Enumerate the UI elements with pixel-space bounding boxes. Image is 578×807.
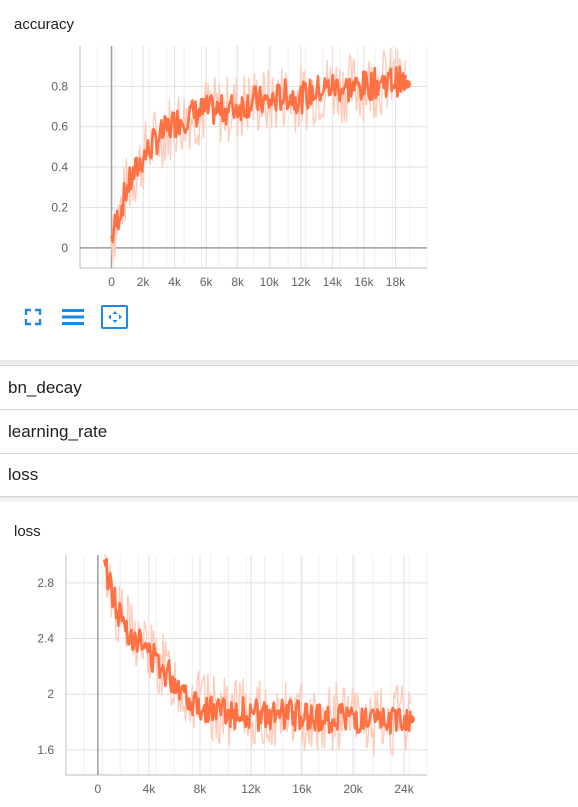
x-tick-label: 0 [108, 275, 115, 289]
x-tick-label: 18k [386, 275, 406, 289]
x-tick-label: 8k [231, 275, 245, 289]
y-tick-label: 0.8 [51, 79, 68, 93]
x-tick-label: 8k [194, 782, 208, 796]
x-tick-label: 20k [343, 782, 363, 796]
x-tick-label: 16k [354, 275, 374, 289]
loss-chart: 0 4k 8k 12k 16k 20k 24k 1.6 2 2.4 2.8 [37, 554, 428, 796]
y-tick-label: 0.4 [51, 160, 68, 174]
x-tick-label: 0 [95, 782, 102, 796]
section-learning-rate[interactable]: learning_rate [0, 409, 578, 453]
data-lines-icon [62, 309, 84, 325]
x-tick-label: 12k [291, 275, 311, 289]
x-tick-label: 14k [323, 275, 343, 289]
series-smoothed-line [103, 557, 412, 735]
y-tick-label: 0.6 [51, 120, 68, 134]
y-tick-label: 0.2 [51, 200, 68, 214]
plot-area: 0 4k 8k 12k 16k 20k 24k 1.6 2 2.4 2.8 [37, 554, 428, 796]
loss-chart-title: loss [14, 523, 41, 540]
series-smoothed-line [110, 65, 408, 244]
x-tick-label: 6k [200, 275, 214, 289]
x-tick-label: 10k [260, 275, 280, 289]
fullscreen-button[interactable] [20, 305, 46, 329]
fit-domain-icon [107, 311, 122, 323]
y-tick-label: 2.4 [37, 632, 54, 646]
section-divider-bottom [0, 497, 578, 502]
y-tick-label: 2.8 [37, 576, 54, 590]
section-bn-decay[interactable]: bn_decay [0, 365, 578, 409]
section-divider [0, 360, 578, 366]
plot-area: 0 2k 4k 6k 8k 10k 12k 14k 16k 18k 0 0.2 0.4 0.6 0.8 [51, 46, 428, 289]
section-loss[interactable]: loss [0, 453, 578, 497]
y-tick-label: 0 [61, 241, 68, 255]
x-tick-label: 16k [292, 782, 312, 796]
y-tick-label: 2 [47, 687, 54, 701]
accuracy-chart-title: accuracy [14, 16, 75, 33]
x-tick-label: 4k [168, 275, 182, 289]
toggle-data-lines-button[interactable] [60, 305, 86, 329]
accuracy-chart: 0 2k 4k 6k 8k 10k 12k 14k 16k 18k 0 0.2 0.4 0.6 0.8 [51, 46, 428, 289]
fullscreen-icon [24, 308, 42, 326]
x-tick-label: 4k [143, 782, 157, 796]
series-end-point [401, 79, 411, 89]
x-tick-label: 2k [137, 275, 151, 289]
x-tick-label: 12k [241, 782, 261, 796]
y-tick-label: 1.6 [37, 743, 54, 757]
x-tick-label: 24k [394, 782, 414, 796]
fit-domain-button[interactable] [101, 305, 128, 329]
series-end-point [405, 714, 415, 724]
